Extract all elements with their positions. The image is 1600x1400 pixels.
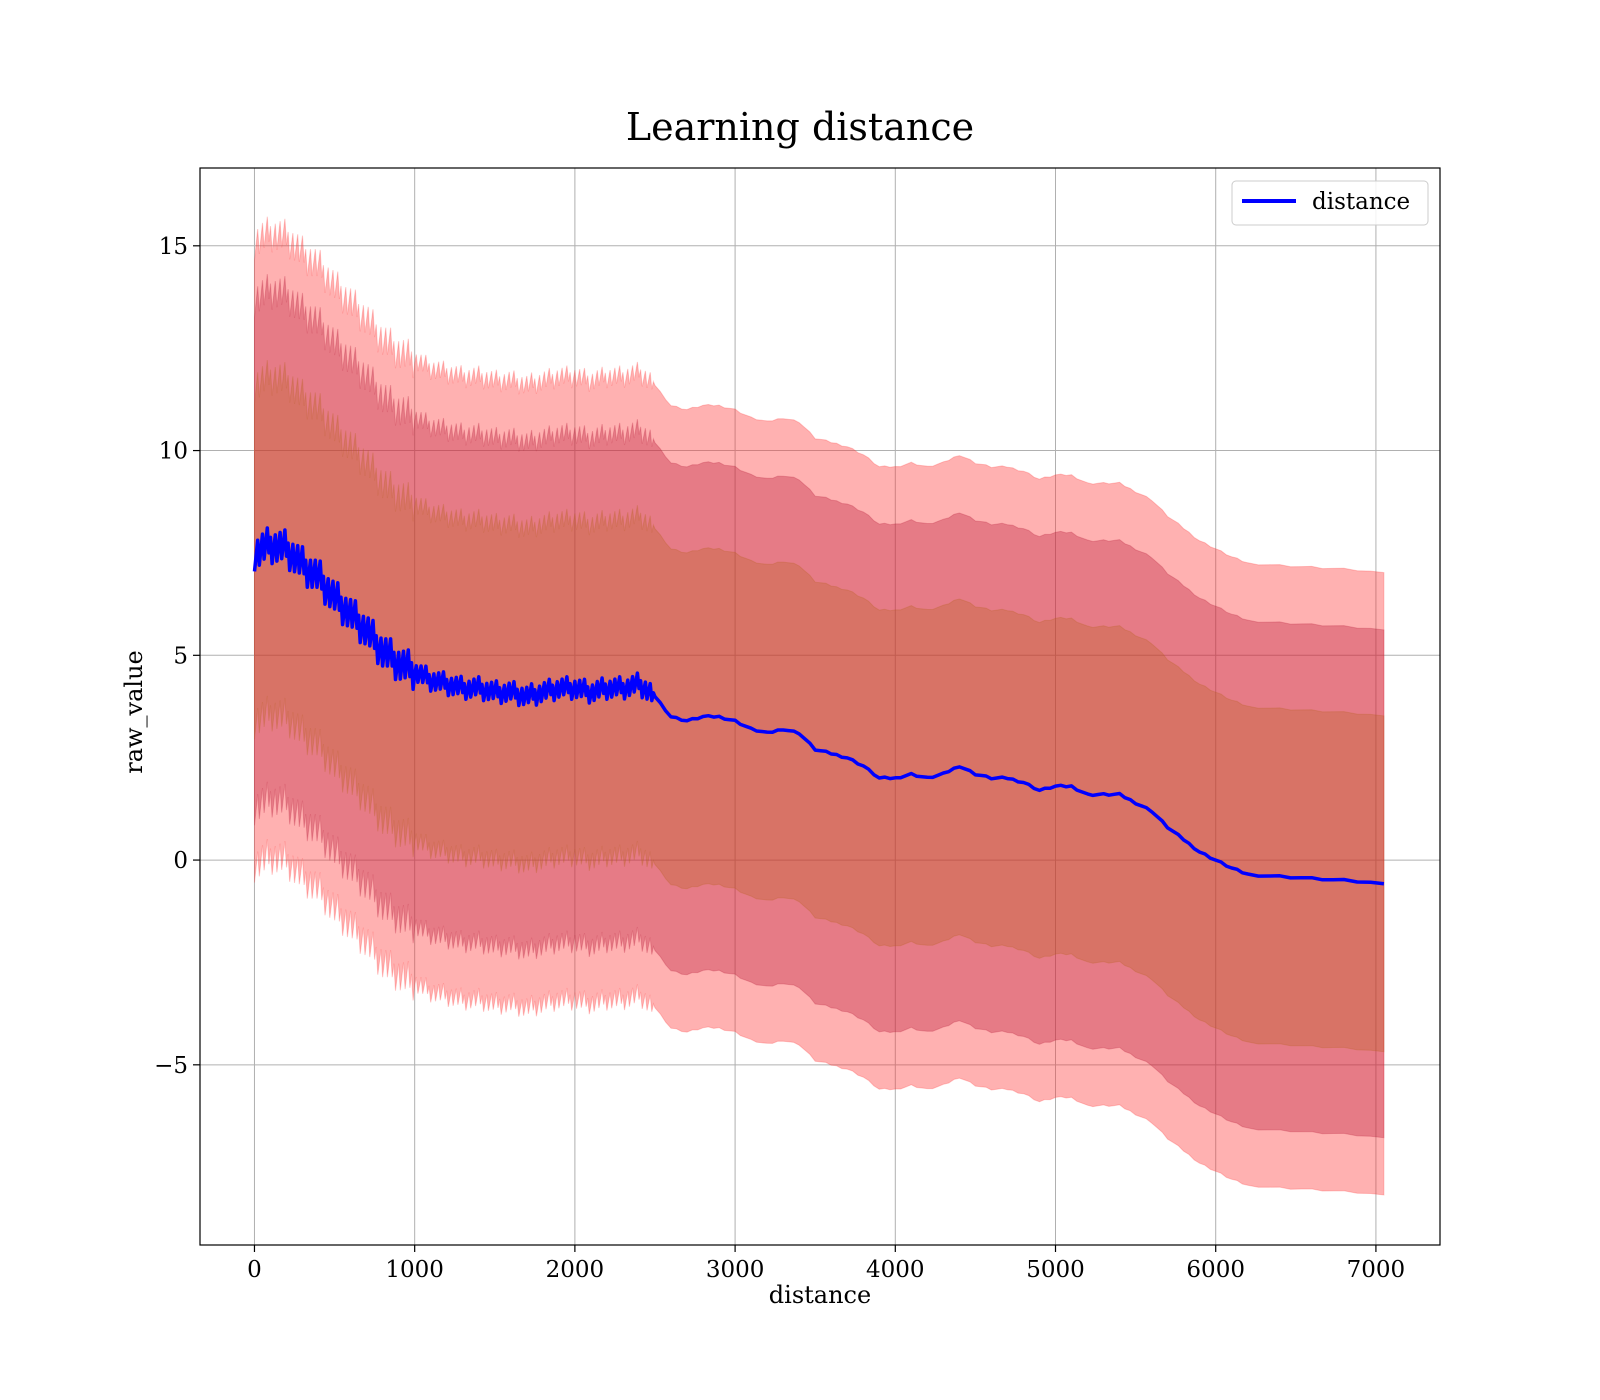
legend-box <box>1231 180 1429 226</box>
confidence-band <box>254 216 1385 1196</box>
x-axis: 0 1000 2000 3000 4000 5000 6000 7000 <box>247 1245 1405 1283</box>
y-tick-label: 15 <box>159 234 188 260</box>
legend: distance <box>1231 180 1429 226</box>
plot-area <box>199 167 1441 1246</box>
chart-title: Learning distance <box>626 105 974 149</box>
y-tick-label: 0 <box>173 848 188 874</box>
y-tick-label: −5 <box>154 1053 188 1079</box>
y-tick-label: 10 <box>159 439 188 465</box>
x-tick-label: 2000 <box>546 1257 605 1283</box>
grid <box>200 168 1440 1245</box>
confidence-band <box>254 274 1385 1139</box>
x-tick-label: 6000 <box>1186 1257 1245 1283</box>
x-tick-label: 7000 <box>1347 1257 1406 1283</box>
series-lines <box>252 526 1385 886</box>
y-axis: −5 0 5 10 15 <box>154 234 200 1079</box>
y-axis-label: raw_value <box>120 650 148 774</box>
series-line-distance <box>252 526 1385 886</box>
confidence-band <box>254 360 1385 1053</box>
legend-label: distance <box>1312 189 1410 215</box>
x-tick-label: 3000 <box>706 1257 765 1283</box>
x-tick-label: 4000 <box>866 1257 925 1283</box>
y-tick-label: 5 <box>173 643 188 669</box>
x-tick-label: 0 <box>247 1257 262 1283</box>
confidence-bands <box>254 216 1385 1196</box>
x-tick-label: 5000 <box>1026 1257 1085 1283</box>
x-axis-label: distance <box>769 1281 871 1309</box>
x-tick-label: 1000 <box>385 1257 444 1283</box>
